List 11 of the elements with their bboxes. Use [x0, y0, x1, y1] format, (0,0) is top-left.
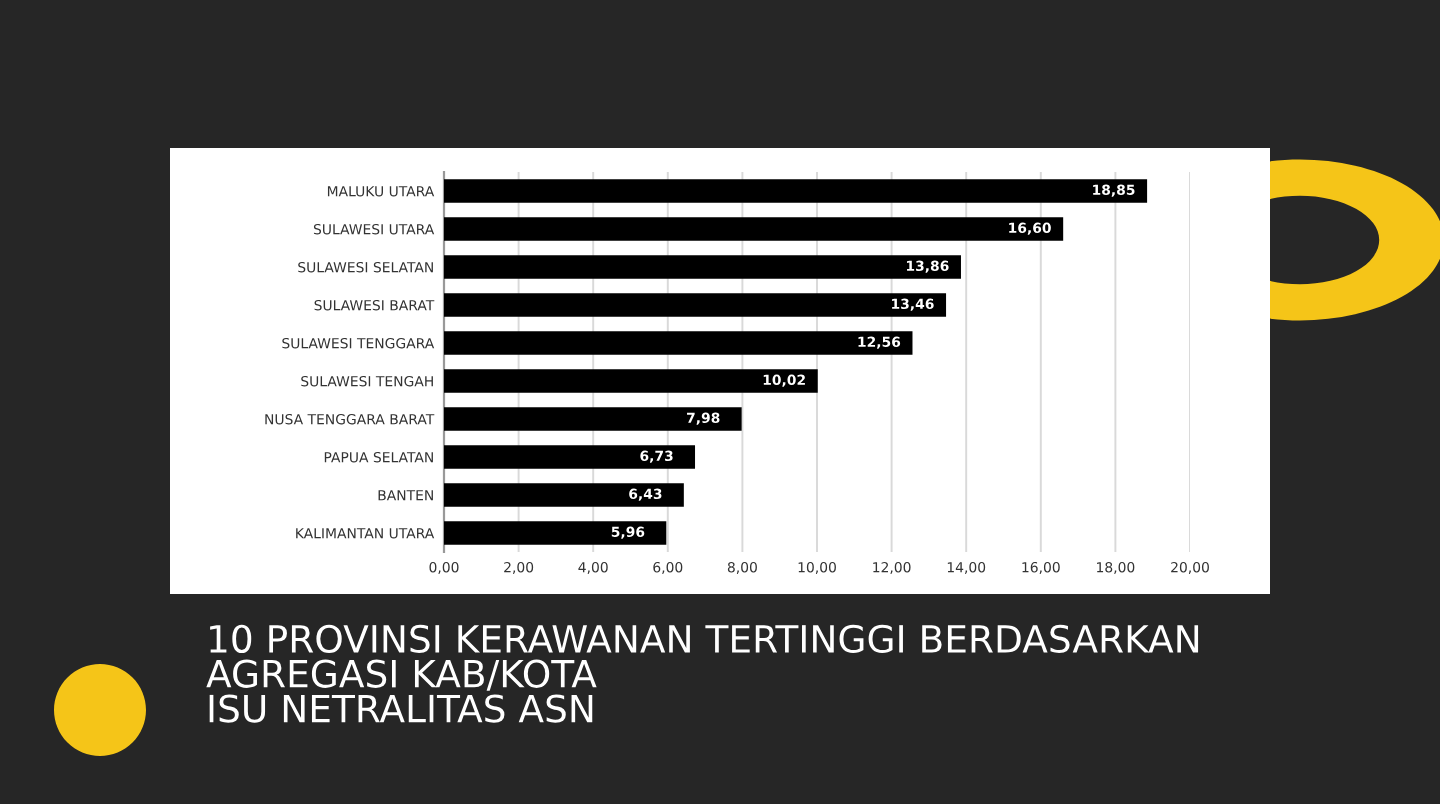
bar [444, 407, 742, 431]
bar [444, 255, 961, 279]
bar [444, 217, 1064, 241]
bar [444, 521, 667, 545]
bar [444, 445, 696, 469]
bar [444, 369, 818, 393]
bar [444, 179, 1148, 203]
text: 10 PROVINSI KERAWANAN TERTINGGI BERDASARKAN AGREGASI KAB/KOTA ISU NETRALITAS ASN [206, 624, 1199, 723]
bar [444, 483, 684, 507]
bar [444, 293, 947, 317]
bar [444, 331, 913, 355]
